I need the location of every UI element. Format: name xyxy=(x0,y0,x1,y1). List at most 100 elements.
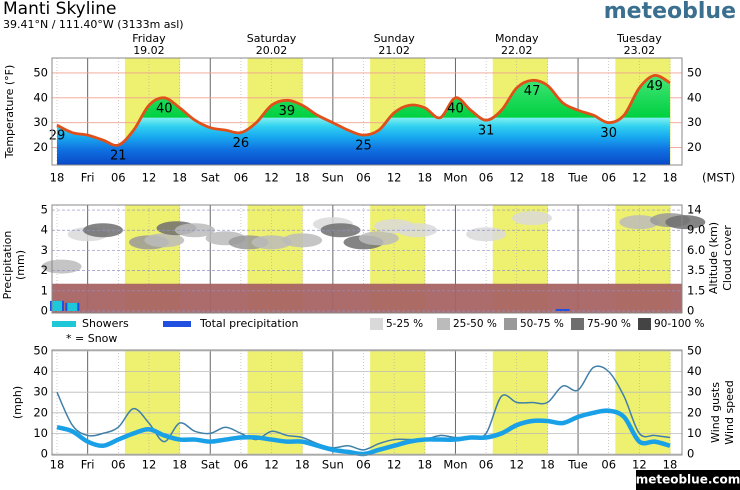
temperature-line xyxy=(56,74,671,147)
x-tick-label: 06 xyxy=(234,458,249,472)
x-tick-label: 06 xyxy=(356,458,371,472)
extreme-label: 40 xyxy=(447,101,464,116)
day-date: 22.02 xyxy=(501,44,533,57)
wind-line xyxy=(56,408,671,457)
day-name: Saturday xyxy=(247,32,297,45)
x-tick-label: 12 xyxy=(264,458,279,472)
day-name: Monday xyxy=(495,32,539,45)
legend-label: 25-50 % xyxy=(453,318,497,330)
y2-tick-label: 14 xyxy=(687,203,702,217)
cloud xyxy=(320,223,361,238)
x-tick-label: 18 xyxy=(663,171,678,185)
x-tick-label: Sun xyxy=(322,458,344,472)
y-tick-label: 30 xyxy=(33,115,48,129)
y-tick-label: 50 xyxy=(33,344,48,358)
y2-tick-label: 50 xyxy=(687,344,702,358)
y-tick-label: 30 xyxy=(33,385,48,399)
x-tick-label: 18 xyxy=(50,171,65,185)
x-tick-label: Mon xyxy=(443,458,467,472)
y2-tick-label: 30 xyxy=(687,115,702,129)
y2-tick-label: 3.5 xyxy=(687,263,705,277)
y-tick-label: 40 xyxy=(33,90,48,104)
cloud xyxy=(144,233,185,248)
cloud xyxy=(665,215,706,230)
legend-swatch xyxy=(370,318,383,330)
cloud xyxy=(251,235,292,250)
plot-frame xyxy=(51,349,683,456)
x-tick-label: 18 xyxy=(172,458,187,472)
snow-note: * = Snow xyxy=(66,332,117,345)
x-tick-label: 12 xyxy=(509,171,524,185)
showers-bar xyxy=(67,302,78,311)
y-tick-label: 0 xyxy=(41,303,48,317)
x-tick-label: 12 xyxy=(387,458,402,472)
y2-tick-label: 10 xyxy=(687,426,702,440)
y-tick-label: 20 xyxy=(33,405,48,419)
y2-tick-label: 0 xyxy=(687,446,694,460)
y3-axis-label: Cloud cover xyxy=(721,225,734,291)
x-tick-label: 18 xyxy=(295,171,310,185)
x-tick-label: Tue xyxy=(567,171,588,185)
x-tick-label: 06 xyxy=(356,171,371,185)
legend-swatch xyxy=(638,318,651,330)
y-axis-label: Temperature (°F) xyxy=(3,65,16,160)
y-axis-label: Precipitation xyxy=(1,231,14,300)
plot-frame xyxy=(51,57,683,166)
footer-box xyxy=(636,470,740,490)
extreme-label: 21 xyxy=(110,149,127,164)
y-tick-label: 4 xyxy=(41,223,48,237)
y-tick-label: 40 xyxy=(33,364,48,378)
x-tick-label: 18 xyxy=(663,458,678,472)
x-tick-label: 18 xyxy=(417,458,432,472)
y2-axis-label: Wind speed xyxy=(723,380,736,444)
x-tick-label: 18 xyxy=(50,458,65,472)
x-tick-label: 06 xyxy=(234,171,249,185)
y2-axis-label: Altitude (km) xyxy=(707,222,720,294)
legend-swatch xyxy=(504,318,517,330)
precip-bar xyxy=(555,308,570,311)
x-tick-label: 12 xyxy=(264,171,279,185)
daylight xyxy=(370,350,426,455)
x-tick-label: 18 xyxy=(540,458,555,472)
x-tick-label: 12 xyxy=(142,458,157,472)
x-tick-label: Sat xyxy=(201,171,220,185)
day-date: 20.02 xyxy=(256,44,288,57)
logo: meteoblue xyxy=(604,0,736,24)
legend-label: 90-100 % xyxy=(654,318,705,330)
x-tick-label: 06 xyxy=(479,458,494,472)
legend-label: 50-75 % xyxy=(520,318,564,330)
x-tick-label: 12 xyxy=(142,171,157,185)
day-date: 19.02 xyxy=(133,44,165,57)
coordinates: 39.41°N / 111.40°W (3133m asl) xyxy=(3,18,184,31)
x-tick-label: 06 xyxy=(479,171,494,185)
y-tick-label: 1 xyxy=(41,283,48,297)
cloud xyxy=(466,227,507,242)
y2-tick-label: 0 xyxy=(687,303,694,317)
y-axis-label: (mph) xyxy=(11,386,24,419)
day-name: Tuesday xyxy=(616,32,662,45)
cloud xyxy=(512,211,553,226)
y-tick-label: 0 xyxy=(41,446,48,460)
extreme-label: 25 xyxy=(355,139,372,154)
y-tick-label: 3 xyxy=(41,243,48,257)
day-date: 21.02 xyxy=(378,44,410,57)
ground xyxy=(52,283,682,313)
y-tick-label: 2 xyxy=(41,263,48,277)
legend-swatch xyxy=(52,321,76,327)
title: Manti Skyline xyxy=(3,0,116,19)
day-name: Sunday xyxy=(374,32,416,45)
y2-tick-label: 20 xyxy=(687,140,702,154)
x-tick-label: 12 xyxy=(632,171,647,185)
x-tick-label: 18 xyxy=(295,458,310,472)
x-tick-label: Mon xyxy=(443,171,467,185)
y2-tick-label: 1.5 xyxy=(687,283,705,297)
y2-tick-label: 20 xyxy=(687,405,702,419)
y2-tick-label: 40 xyxy=(687,364,702,378)
daylight xyxy=(615,350,671,455)
extreme-label: 49 xyxy=(646,79,663,94)
legend-label: 75-90 % xyxy=(587,318,631,330)
extreme-label: 26 xyxy=(233,136,250,151)
legend-swatch xyxy=(571,318,584,330)
x-tick-label: 18 xyxy=(417,171,432,185)
extreme-label: 47 xyxy=(524,84,541,99)
